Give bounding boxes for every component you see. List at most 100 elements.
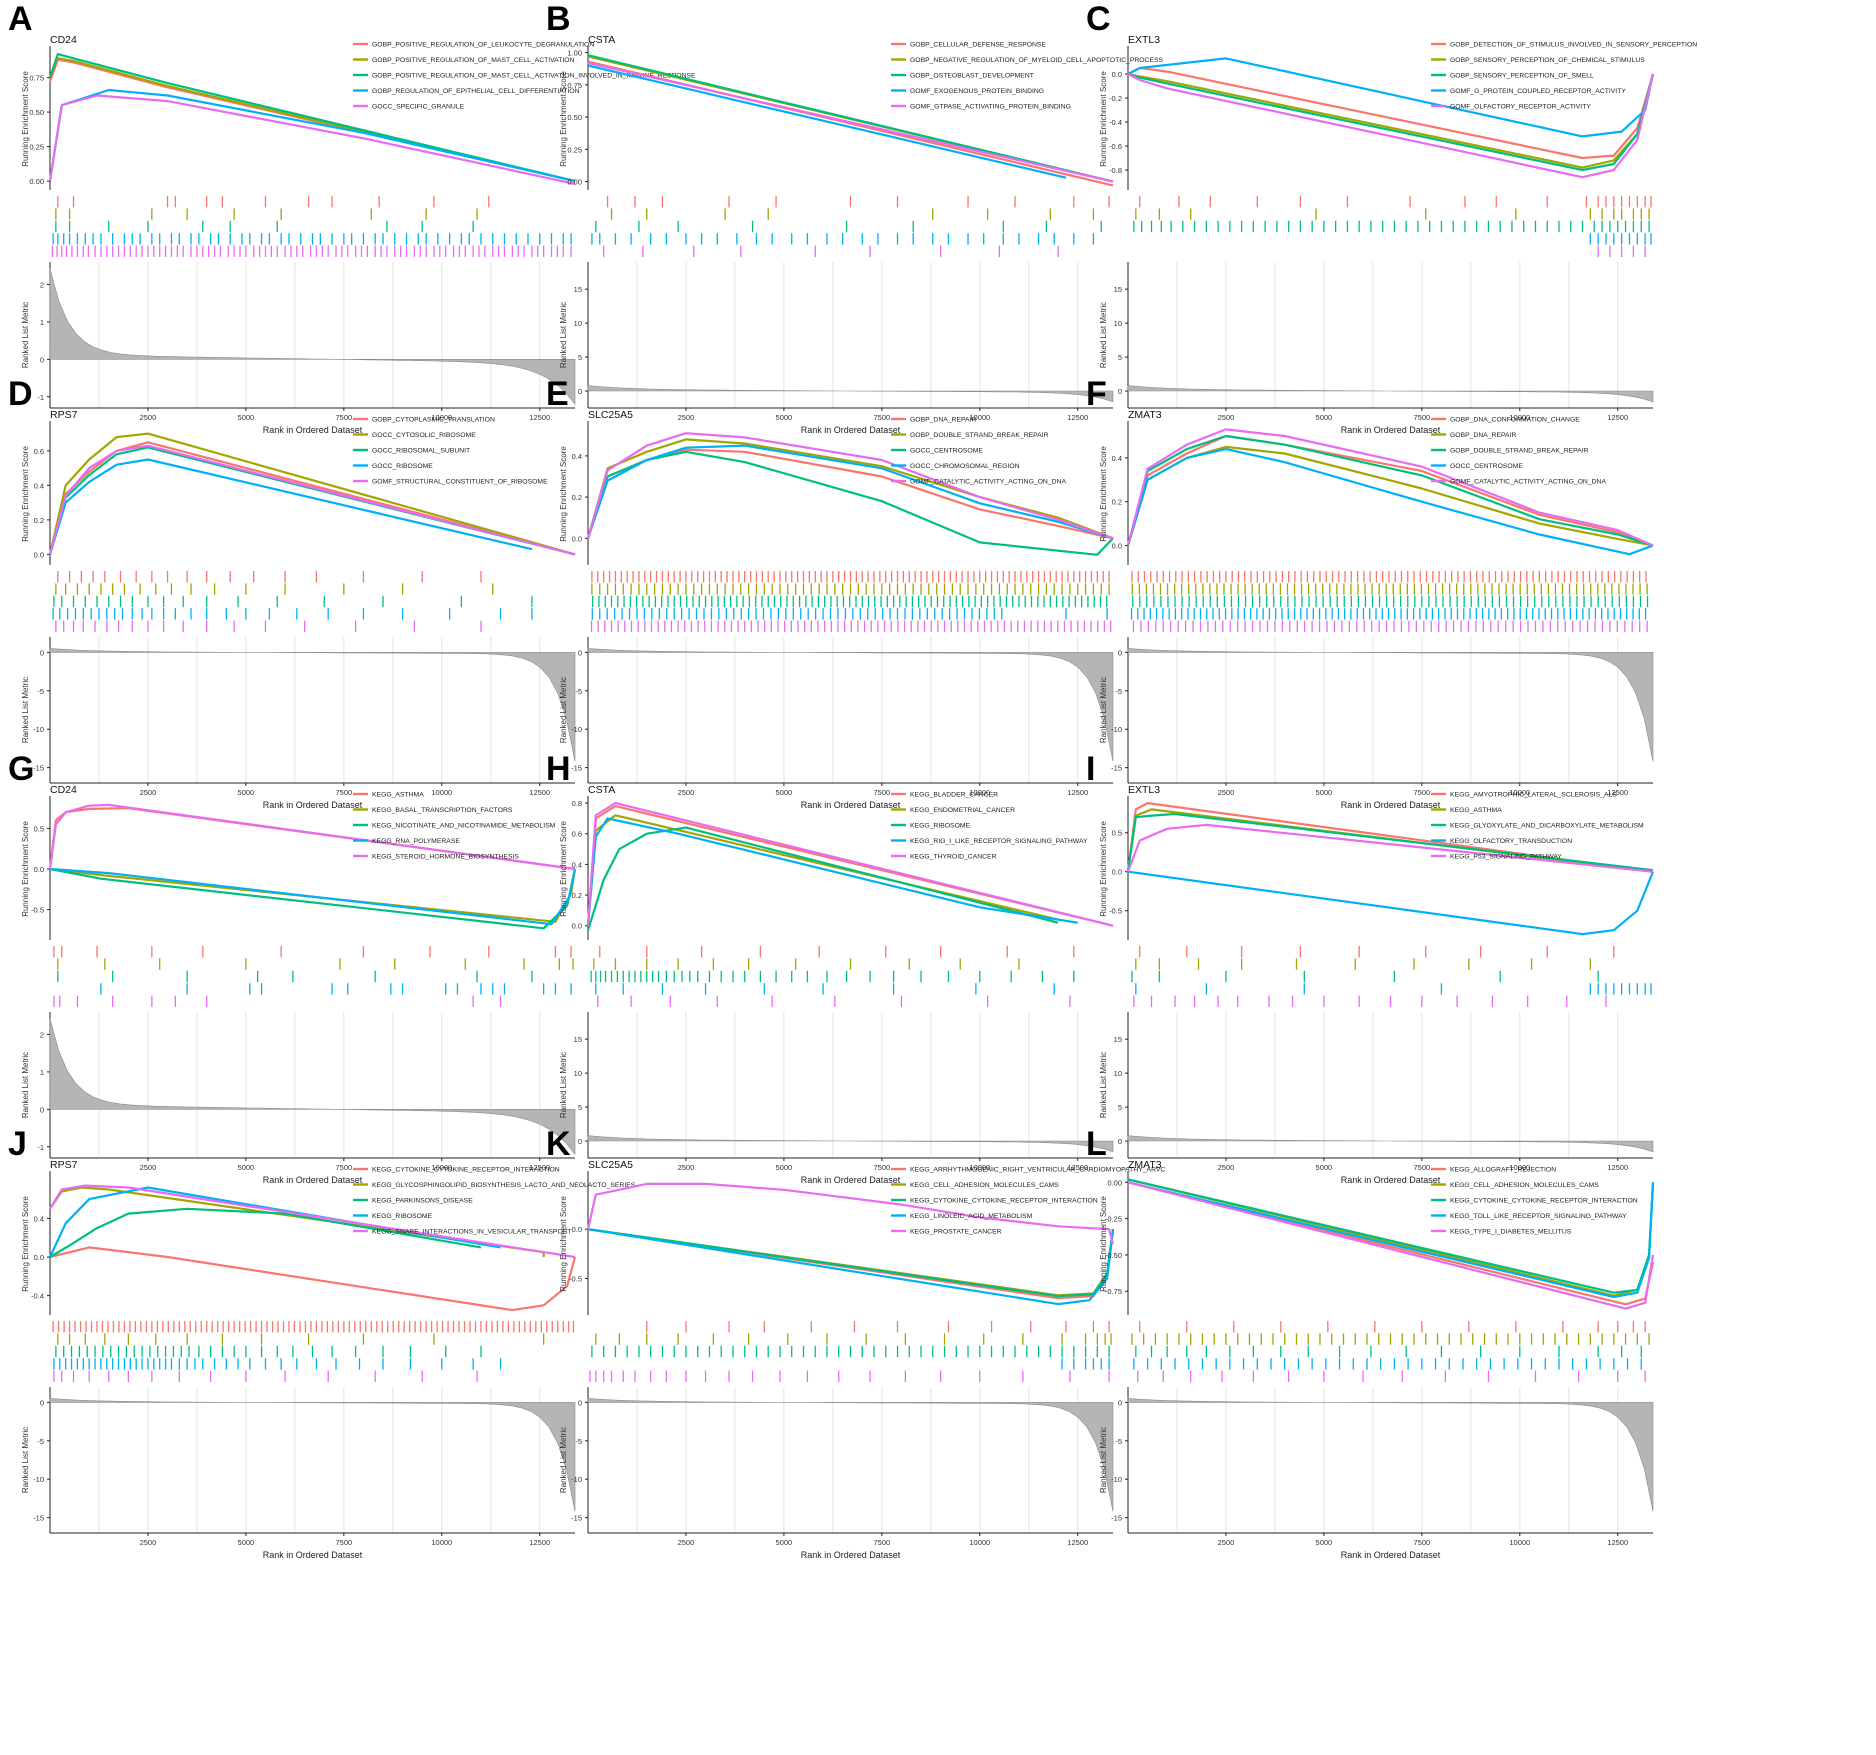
legend-label: KEGG_ENDOMETRIAL_CANCER <box>910 807 1015 814</box>
panel-c: C EXTL3 0.0 -0.2 -0.4 -0.6 -0.8 Running Enrichm… <box>1078 0 1703 438</box>
x-tick-label: 12500 <box>1607 413 1628 422</box>
legend-label: GOBP_SENSORY_PERCEPTION_OF_SMELL <box>1450 73 1594 80</box>
rank-tick-label: -10 <box>571 725 582 734</box>
es-line-4 <box>587 64 1067 179</box>
x-tick-label: 12500 <box>529 413 550 422</box>
rank-tick-label: 15 <box>1114 285 1122 294</box>
x-tick-label: 10000 <box>1509 1538 1530 1547</box>
rank-tick-label: -1 <box>37 1143 44 1152</box>
rank-metric-area <box>587 385 1114 403</box>
es-axis-label: Running Enrichment Score <box>1099 1196 1108 1292</box>
es-tick-label: -0.5 <box>569 1275 582 1284</box>
es-tick-label: 0.2 <box>572 891 582 900</box>
es-tick-label: 0.0 <box>34 1253 44 1262</box>
rank-tick-label: -5 <box>1115 687 1122 696</box>
panel-a: A CD24 0.00 0.25 0.50 0.75 Running Enrichment … <box>0 0 696 438</box>
x-tick-label: 2500 <box>140 1163 157 1172</box>
rank-metric-area <box>1127 1135 1654 1153</box>
es-tick-label: 0.4 <box>34 481 44 490</box>
x-tick-label: 10000 <box>1509 413 1530 422</box>
es-line-3 <box>586 826 1059 931</box>
legend-label: GOBP_DNA_REPAIR <box>1450 432 1516 439</box>
legend-label: GOCC_CENTROSOME <box>1450 463 1523 470</box>
rank-tick-label: 10 <box>1114 319 1122 328</box>
es-axis-label: Running Enrichment Score <box>559 821 568 917</box>
gene-title: RPS7 <box>50 1159 78 1171</box>
rank-tick-label: -5 <box>37 1437 44 1446</box>
x-tick-label: 2500 <box>678 1163 695 1172</box>
legend-label: KEGG_NICOTINATE_AND_NICOTINAMIDE_METABOL… <box>372 823 556 830</box>
rank-axis-label: Ranked List Metric <box>1099 677 1108 743</box>
es-tick-label: 0.8 <box>572 799 582 808</box>
x-tick-label: 7500 <box>873 1163 890 1172</box>
x-axis-title: Rank in Ordered Dataset <box>801 425 901 435</box>
x-tick-label: 10000 <box>969 1538 990 1547</box>
x-tick-label: 7500 <box>1413 413 1430 422</box>
es-line-2 <box>587 1228 1115 1297</box>
rank-axis-label: Ranked List Metric <box>559 1427 568 1493</box>
es-axis-label: Running Enrichment Score <box>559 446 568 542</box>
panel-l: L ZMAT3 0.00 -0.25 -0.50 -0.75 Running Enrichm… <box>1078 1125 1703 1563</box>
legend-label: KEGG_CYTOKINE_CYTOKINE_RECEPTOR_INTERACT… <box>910 1198 1098 1205</box>
rank-axis-label: Ranked List Metric <box>559 1052 568 1118</box>
x-axis-title: Rank in Ordered Dataset <box>263 800 363 810</box>
gsea-plot: SLC25A5 0.0 0.2 0.4 Running Enrichment Score… <box>559 409 1114 810</box>
es-tick-label: 0.00 <box>29 177 44 186</box>
legend-label: KEGG_P53_SIGNALING_PATHWAY <box>1450 854 1562 861</box>
x-tick-label: 5000 <box>776 1538 793 1547</box>
rank-tick-label: -10 <box>571 1475 582 1484</box>
es-tick-label: -0.8 <box>1109 166 1122 175</box>
legend-label: KEGG_AMYOTROPHIC_LATERAL_SCLEROSIS_ALS <box>1450 792 1617 799</box>
es-axis-label: Running Enrichment Score <box>1099 71 1108 167</box>
rank-tick-label: 0 <box>578 1137 582 1146</box>
gene-title: SLC25A5 <box>588 1159 633 1171</box>
legend-label: KEGG_PARKINSONS_DISEASE <box>372 1198 473 1205</box>
es-tick-label: 0.0 <box>572 1225 582 1234</box>
x-axis-title: Rank in Ordered Dataset <box>263 1175 363 1185</box>
es-line-4 <box>1126 447 1654 556</box>
legend-label: KEGG_LINOLEIC_ACID_METABOLISM <box>910 1213 1033 1220</box>
es-line-3 <box>1127 1178 1655 1294</box>
x-tick-label: 7500 <box>335 1163 352 1172</box>
x-tick-label: 7500 <box>1413 788 1430 797</box>
es-line-5 <box>587 61 1114 183</box>
gsea-plot: ZMAT3 0.0 0.2 0.4 Running Enrichment Score GO… <box>1099 409 1654 810</box>
rank-tick-label: -10 <box>1111 725 1122 734</box>
legend-label: KEGG_BASAL_TRANSCRIPTION_FACTORS <box>372 807 513 814</box>
rank-metric-area <box>1127 1398 1654 1512</box>
rank-tick-label: -15 <box>571 764 582 773</box>
x-tick-label: 2500 <box>678 788 695 797</box>
es-tick-label: 0.5 <box>34 824 44 833</box>
legend-label: KEGG_BLADDER_CANCER <box>910 792 998 799</box>
legend-label: GOBP_SENSORY_PERCEPTION_OF_CHEMICAL_STIM… <box>1450 57 1645 64</box>
rank-tick-label: 15 <box>574 1035 582 1044</box>
legend-label: KEGG_ARRHYTHMOGENIC_RIGHT_VENTRICULAR_CA… <box>910 1167 1165 1174</box>
rank-tick-label: 0 <box>40 1398 44 1407</box>
x-tick-label: 10000 <box>1509 788 1530 797</box>
panel-k: K SLC25A5 0.0 -0.5 Running Enrichment Score K… <box>538 1125 1165 1563</box>
rank-axis-label: Ranked List Metric <box>21 1427 30 1493</box>
x-tick-label: 7500 <box>1413 1163 1430 1172</box>
panel-letter: E <box>546 375 569 413</box>
rank-tick-label: -15 <box>1111 1514 1122 1523</box>
es-line-3 <box>48 52 576 183</box>
panel-letter: K <box>546 1125 571 1163</box>
x-tick-label: 10000 <box>431 413 452 422</box>
legend-label: KEGG_STEROID_HORMONE_BIOSYNTHESIS <box>372 854 519 861</box>
es-tick-label: 0.0 <box>572 922 582 931</box>
es-axis-label: Running Enrichment Score <box>21 71 30 167</box>
legend-label: KEGG_CYTOKINE_CYTOKINE_RECEPTOR_INTERACT… <box>1450 1198 1638 1205</box>
x-tick-label: 12500 <box>1067 1163 1088 1172</box>
x-axis-title: Rank in Ordered Dataset <box>263 1550 363 1560</box>
panel-letter: I <box>1086 750 1096 788</box>
rank-tick-label: 1 <box>40 1068 44 1077</box>
es-line-2 <box>49 867 577 923</box>
legend-label: GOBP_DOUBLE_STRAND_BREAK_REPAIR <box>910 432 1049 439</box>
es-line-5 <box>586 432 1114 540</box>
es-tick-label: 0.0 <box>34 865 44 874</box>
legend-label: GOCC_RIBOSOMAL_SUBUNIT <box>372 448 470 455</box>
es-tick-label: 0.25 <box>567 145 582 154</box>
panel-i: I EXTL3 0.5 0.0 -0.5 Running Enrichment Score… <box>1078 750 1703 1188</box>
